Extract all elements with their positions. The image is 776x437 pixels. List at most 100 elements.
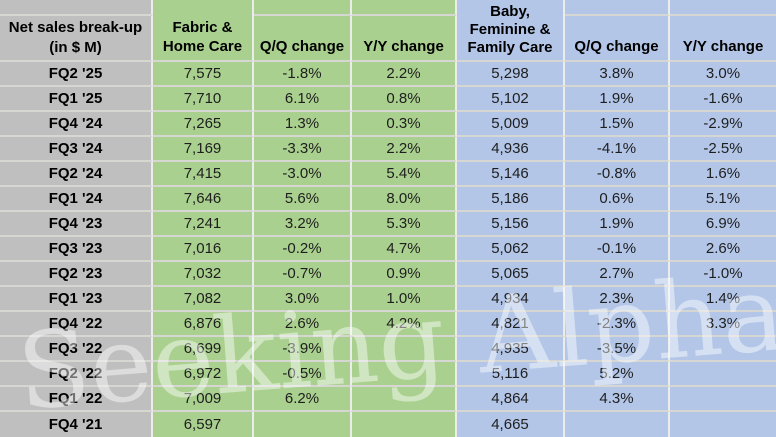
baby-yy-cell: [670, 362, 776, 387]
quarter-cell: FQ1 '24: [0, 187, 153, 212]
fabric-sales-cell: 7,009: [153, 387, 254, 412]
baby-sales-cell: 5,116: [457, 362, 565, 387]
baby-yy-cell: 2.6%: [670, 237, 776, 262]
fabric-qq-cell: 6.1%: [254, 87, 352, 112]
table-row: FQ2 '25 7,575 -1.8% 2.2% 5,298 3.8% 3.0%: [0, 62, 776, 87]
fabric-yy-cell: 0.8%: [352, 87, 457, 112]
quarter-cell: FQ4 '21: [0, 412, 153, 437]
fabric-qq-cell: -3.9%: [254, 337, 352, 362]
baby-qq-cell: 4.3%: [565, 387, 670, 412]
header-row: Net sales break-up (in $ M) Q/Q change Y…: [0, 16, 776, 62]
table-row: FQ1 '22 7,009 6.2% 4,864 4.3%: [0, 387, 776, 412]
fabric-yy-cell: 8.0%: [352, 187, 457, 212]
baby-qq-cell: 1.9%: [565, 87, 670, 112]
quarter-cell: FQ3 '24: [0, 137, 153, 162]
fabric-qq-cell: -3.3%: [254, 137, 352, 162]
quarter-cell: FQ1 '23: [0, 287, 153, 312]
baby-qq-header-spacer: [565, 0, 670, 16]
baby-qq-cell: -0.8%: [565, 162, 670, 187]
fabric-sales-cell: 6,972: [153, 362, 254, 387]
quarter-cell: FQ4 '23: [0, 212, 153, 237]
baby-sales-cell: 5,009: [457, 112, 565, 137]
fabric-yy-cell: 0.3%: [352, 112, 457, 137]
baby-sales-cell: 5,065: [457, 262, 565, 287]
fabric-yy-cell: 1.0%: [352, 287, 457, 312]
table-corner-label: Net sales break-up (in $ M): [0, 16, 153, 62]
column-header-qq-change-baby: Q/Q change: [565, 16, 670, 62]
fabric-sales-cell: 7,169: [153, 137, 254, 162]
baby-yy-cell: -2.5%: [670, 137, 776, 162]
fabric-qq-cell: -0.7%: [254, 262, 352, 287]
baby-sales-cell: 5,102: [457, 87, 565, 112]
corner-spacer-cell: [0, 0, 153, 16]
fabric-sales-cell: 7,241: [153, 212, 254, 237]
fabric-sales-cell: 6,699: [153, 337, 254, 362]
baby-qq-cell: 2.7%: [565, 262, 670, 287]
fabric-yy-header-spacer: [352, 0, 457, 16]
baby-sales-cell: 4,936: [457, 137, 565, 162]
baby-sales-cell: 4,821: [457, 312, 565, 337]
column-header-yy-change-baby: Y/Y change: [670, 16, 776, 62]
baby-sales-cell: 5,146: [457, 162, 565, 187]
fabric-sales-cell: 7,710: [153, 87, 254, 112]
fabric-yy-cell: [352, 362, 457, 387]
quarter-cell: FQ4 '24: [0, 112, 153, 137]
column-header-yy-change-fabric: Y/Y change: [352, 16, 457, 62]
table-row: FQ4 '24 7,265 1.3% 0.3% 5,009 1.5% -2.9%: [0, 112, 776, 137]
quarter-cell: FQ4 '22: [0, 312, 153, 337]
table-row: FQ2 '24 7,415 -3.0% 5.4% 5,146 -0.8% 1.6…: [0, 162, 776, 187]
table-row: FQ4 '21 6,597 4,665: [0, 412, 776, 437]
header-spacer-row: Fabric & Home Care Baby, Feminine & Fami…: [0, 0, 776, 62]
fabric-qq-cell: -0.5%: [254, 362, 352, 387]
fabric-sales-cell: 6,597: [153, 412, 254, 437]
baby-yy-cell: 5.1%: [670, 187, 776, 212]
fabric-qq-cell: 6.2%: [254, 387, 352, 412]
fabric-qq-cell: 3.0%: [254, 287, 352, 312]
column-header-qq-change-fabric: Q/Q change: [254, 16, 352, 62]
baby-qq-cell: 3.8%: [565, 62, 670, 87]
baby-yy-cell: -1.0%: [670, 262, 776, 287]
baby-sales-cell: 5,186: [457, 187, 565, 212]
baby-yy-cell: 3.3%: [670, 312, 776, 337]
fabric-qq-cell: -3.0%: [254, 162, 352, 187]
baby-sales-cell: 4,934: [457, 287, 565, 312]
baby-sales-cell: 5,156: [457, 212, 565, 237]
baby-qq-cell: -4.1%: [565, 137, 670, 162]
baby-qq-cell: 1.5%: [565, 112, 670, 137]
quarter-cell: FQ3 '22: [0, 337, 153, 362]
fabric-sales-cell: 7,415: [153, 162, 254, 187]
fabric-sales-cell: 7,082: [153, 287, 254, 312]
baby-yy-cell: [670, 387, 776, 412]
baby-qq-cell: 5.2%: [565, 362, 670, 387]
fabric-sales-cell: 7,646: [153, 187, 254, 212]
table-row: FQ3 '24 7,169 -3.3% 2.2% 4,936 -4.1% -2.…: [0, 137, 776, 162]
fabric-sales-cell: 7,032: [153, 262, 254, 287]
baby-yy-cell: -1.6%: [670, 87, 776, 112]
baby-yy-header-spacer: [670, 0, 776, 16]
baby-qq-cell: 0.6%: [565, 187, 670, 212]
fabric-qq-cell: -1.8%: [254, 62, 352, 87]
table-row: FQ1 '23 7,082 3.0% 1.0% 4,934 2.3% 1.4%: [0, 287, 776, 312]
fabric-qq-cell: 2.6%: [254, 312, 352, 337]
baby-yy-cell: 1.4%: [670, 287, 776, 312]
fabric-qq-cell: [254, 412, 352, 437]
table-row: FQ1 '25 7,710 6.1% 0.8% 5,102 1.9% -1.6%: [0, 87, 776, 112]
table-row: FQ4 '23 7,241 3.2% 5.3% 5,156 1.9% 6.9%: [0, 212, 776, 237]
fabric-sales-cell: 6,876: [153, 312, 254, 337]
fabric-yy-cell: [352, 412, 457, 437]
column-header-baby-feminine-family-care: Baby, Feminine & Family Care: [457, 0, 565, 62]
baby-qq-cell: -0.1%: [565, 237, 670, 262]
quarter-cell: FQ1 '22: [0, 387, 153, 412]
baby-sales-cell: 5,298: [457, 62, 565, 87]
baby-yy-cell: 1.6%: [670, 162, 776, 187]
fabric-sales-cell: 7,575: [153, 62, 254, 87]
baby-sales-cell: 4,864: [457, 387, 565, 412]
table-row: FQ2 '23 7,032 -0.7% 0.9% 5,065 2.7% -1.0…: [0, 262, 776, 287]
quarter-cell: FQ2 '23: [0, 262, 153, 287]
fabric-sales-cell: 7,265: [153, 112, 254, 137]
fabric-yy-cell: 2.2%: [352, 62, 457, 87]
baby-yy-cell: -2.9%: [670, 112, 776, 137]
fabric-yy-cell: 4.2%: [352, 312, 457, 337]
